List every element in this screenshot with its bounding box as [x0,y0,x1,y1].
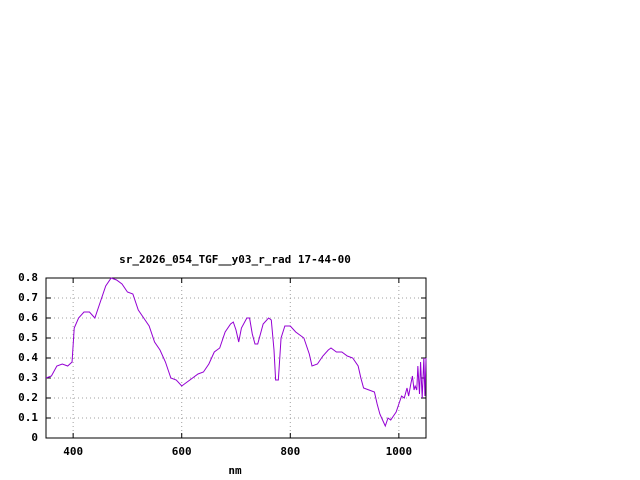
y-tick-label: 0.3 [18,371,38,384]
y-tick-label: 0.5 [18,331,38,344]
y-tick-label: 0.1 [18,411,38,424]
y-tick-label: 0.8 [18,271,38,284]
x-tick-label: 600 [172,445,192,458]
x-tick-label: 800 [280,445,300,458]
y-tick-label: 0.7 [18,291,38,304]
y-tick-label: 0.4 [18,351,38,364]
x-tick-label: 400 [63,445,83,458]
data-line [45,277,427,428]
y-tick-label: 0.2 [18,391,38,404]
y-tick-label: 0 [31,431,38,444]
x-axis-label: nm [228,464,242,477]
chart-title: sr_2026_054_TGF__y03_r_rad 17-44-00 [119,253,351,266]
x-tick-label: 1000 [386,445,413,458]
y-tick-label: 0.6 [18,311,38,324]
